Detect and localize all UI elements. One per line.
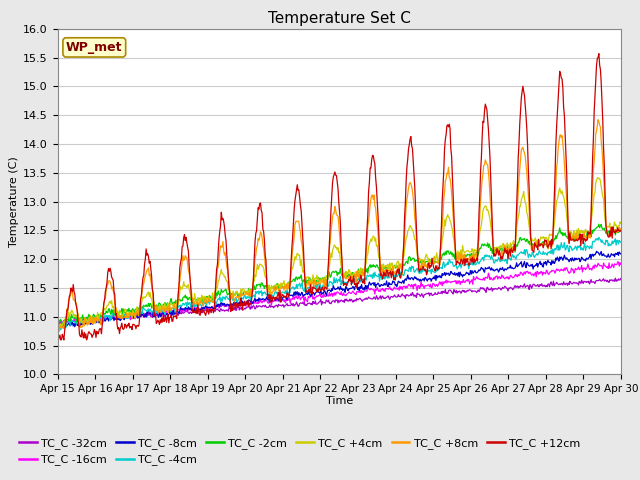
Title: Temperature Set C: Temperature Set C xyxy=(268,11,411,26)
Legend: TC_C -32cm, TC_C -16cm, TC_C -8cm, TC_C -4cm, TC_C -2cm, TC_C +4cm, TC_C +8cm, T: TC_C -32cm, TC_C -16cm, TC_C -8cm, TC_C … xyxy=(15,433,585,470)
Y-axis label: Temperature (C): Temperature (C) xyxy=(9,156,19,247)
Text: WP_met: WP_met xyxy=(66,41,122,54)
X-axis label: Time: Time xyxy=(326,396,353,406)
